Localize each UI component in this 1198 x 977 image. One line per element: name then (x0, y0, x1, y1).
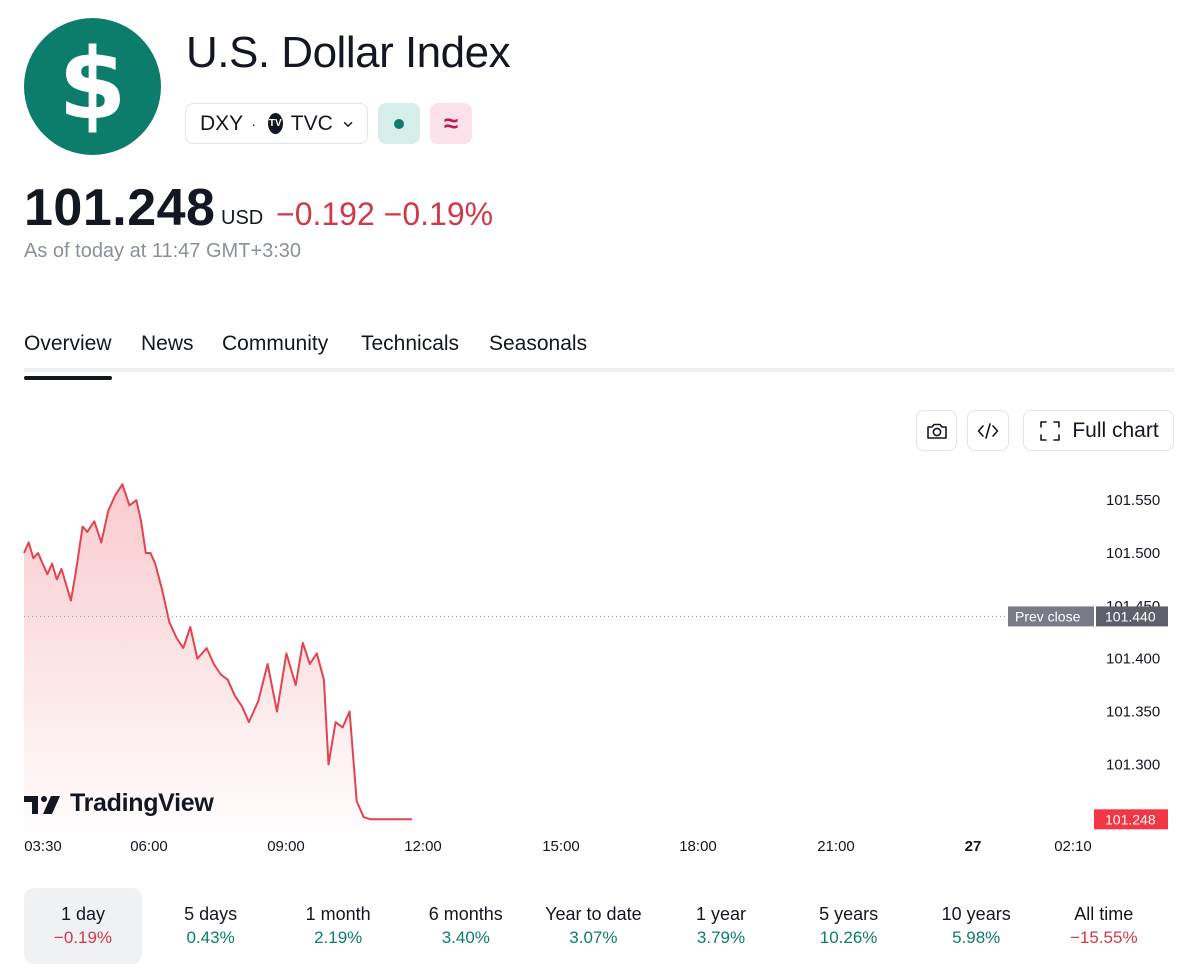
full-chart-label: Full chart (1072, 418, 1159, 442)
dollar-sign-icon: $ (58, 27, 127, 142)
x-tick-label: 21:00 (817, 838, 855, 855)
period-label: 1 day (60, 904, 106, 924)
prev-close-label: Prev close (1015, 608, 1081, 624)
x-tick-label: 09:00 (267, 838, 305, 855)
y-tick-label: 101.350 (1106, 704, 1160, 721)
price-chart[interactable]: 101.550 101.500 101.450 101.400 101.350 101.3… (0, 460, 1198, 860)
status-dot-icon (394, 118, 404, 129)
period-change: 3.79% (696, 928, 746, 947)
period-change: 2.19% (314, 928, 363, 947)
full-chart-button[interactable]: Full chart (1023, 410, 1174, 451)
last-price-value: 101.248 (1105, 811, 1156, 827)
market-open-status[interactable] (378, 103, 420, 144)
period-change: 3.07% (569, 928, 618, 947)
period-label: All time (1074, 904, 1134, 924)
fullscreen-icon (1040, 420, 1061, 441)
period-10-years[interactable]: 10 years 5.98% (917, 888, 1035, 964)
y-tick-label: 101.550 (1106, 492, 1160, 509)
period-1-year[interactable]: 1 year 3.79% (662, 888, 780, 964)
symbol-logo: $ (24, 18, 161, 155)
tvc-logo-icon: TV (267, 113, 283, 134)
x-tick-label: 18:00 (679, 838, 717, 855)
tradingview-wordmark: TradingView (70, 789, 214, 817)
tradingview-icon (24, 795, 60, 814)
period-label: 5 years (819, 904, 879, 924)
period-5-years[interactable]: 5 years 10.26% (790, 888, 908, 964)
page-title: U.S. Dollar Index (186, 28, 511, 77)
prev-close-tag (1008, 606, 1094, 627)
period-5-days[interactable]: 5 days 0.43% (152, 888, 270, 964)
period-selector: 1 day −0.19% 5 days 0.43% 1 month 2.19% 6 mont… (24, 888, 1174, 964)
period-change: 0.43% (186, 928, 235, 947)
x-tick-label: 06:00 (130, 838, 168, 855)
separator-dot: · (251, 115, 256, 132)
x-tick-label: 12:00 (404, 838, 442, 855)
exchange-label: TVC (290, 111, 333, 135)
period-label: Year to date (545, 904, 642, 924)
period-change: 5.98% (952, 928, 1001, 947)
y-tick-label: 101.500 (1106, 545, 1160, 562)
period-6-months[interactable]: 6 months 3.40% (407, 888, 525, 964)
approx-icon: ≈ (443, 108, 459, 138)
chevron-down-icon (343, 121, 353, 127)
camera-icon (926, 423, 947, 439)
x-tick-label: 27 (965, 838, 982, 855)
x-tick-label: 15:00 (542, 838, 580, 855)
ticker-label: DXY (200, 111, 244, 135)
y-tick-label: 101.300 (1106, 756, 1160, 773)
period-change: −15.55% (1070, 928, 1138, 947)
tab-community[interactable]: Community (222, 332, 329, 355)
period-label: 10 years (941, 904, 1011, 924)
price-line (23, 483, 412, 821)
period-label: 6 months (428, 904, 503, 924)
last-price: 101.248 (24, 179, 216, 237)
embed-button[interactable] (967, 410, 1009, 451)
period-year-to-date[interactable]: Year to date 3.07% (534, 888, 652, 964)
y-tick-label: 101.400 (1106, 651, 1160, 668)
tab-seasonals[interactable]: Seasonals (489, 332, 588, 355)
period-1-day[interactable]: 1 day −0.19% (24, 888, 142, 964)
x-tick-label: 03:30 (24, 838, 62, 855)
price-area-fill (24, 484, 412, 832)
prev-close-value: 101.440 (1105, 608, 1156, 624)
period-all-time[interactable]: All time −15.55% (1045, 888, 1163, 964)
price-chart-svg: 101.550101.500101.450101.400101.350101.3… (23, 483, 1168, 855)
last-price-tag (1094, 809, 1168, 830)
period-label: 5 days (184, 904, 238, 924)
exchange-selector[interactable]: DXY · TV TVC (185, 103, 368, 144)
prev-close-value-tag (1096, 606, 1168, 627)
period-change: 3.40% (441, 928, 490, 947)
code-icon (977, 422, 999, 439)
period-label: 1 year (695, 904, 747, 924)
tab-overview[interactable]: Overview (24, 332, 112, 380)
snapshot-button[interactable] (916, 410, 957, 451)
section-tabs: Overview News Community Technicals Seaso… (24, 332, 1174, 380)
period-1-month[interactable]: 1 month 2.19% (279, 888, 397, 964)
x-tick-label: 02:10 (1054, 838, 1092, 855)
currency-label: USD (221, 207, 264, 229)
delayed-data-badge[interactable]: ≈ (430, 103, 472, 144)
tradingview-logo: TradingView (24, 789, 214, 818)
price-change: −0.192 −0.19% (276, 196, 494, 232)
quote-timestamp: As of today at 11:47 GMT+3:30 (24, 240, 302, 262)
tab-news[interactable]: News (141, 332, 194, 355)
period-change: −0.19% (53, 928, 113, 947)
tab-technicals[interactable]: Technicals (361, 332, 460, 355)
period-label: 1 month (305, 904, 371, 924)
period-change: 10.26% (819, 928, 878, 947)
